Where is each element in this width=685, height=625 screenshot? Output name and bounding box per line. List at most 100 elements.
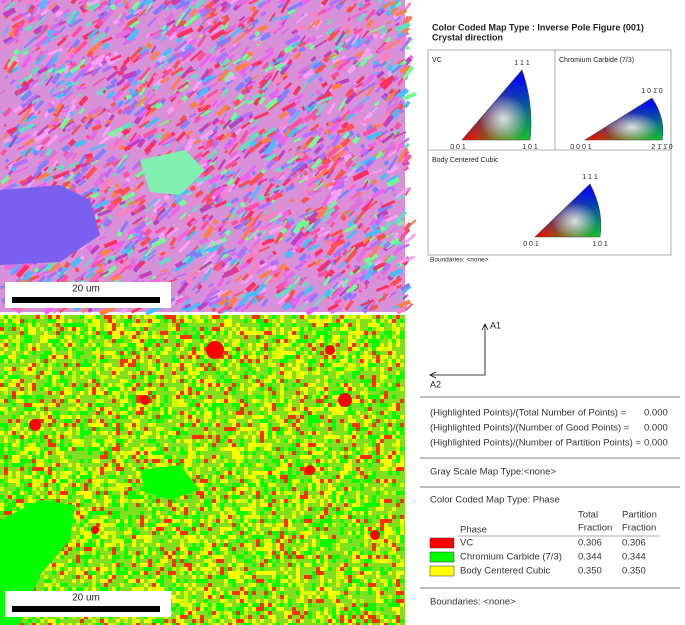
grain [347, 198, 363, 214]
grain [218, 57, 231, 68]
pixel [316, 559, 320, 563]
pixel [96, 539, 100, 543]
grain [262, 210, 268, 216]
pixel [376, 547, 380, 551]
pixel [208, 407, 212, 411]
pixel [224, 539, 228, 543]
pixel [360, 467, 364, 471]
pixel [136, 479, 140, 483]
grain [31, 125, 37, 129]
grain [322, 170, 330, 177]
grain [98, 133, 115, 145]
grain [257, 24, 268, 33]
pixel [244, 499, 248, 503]
pixel [92, 375, 96, 379]
grain [120, 198, 134, 209]
pixel [208, 467, 212, 471]
pixel [384, 551, 388, 555]
pixel [168, 315, 172, 319]
grain [257, 178, 268, 184]
grain [87, 158, 94, 165]
grain [185, 225, 197, 239]
grain [400, 137, 410, 146]
pixel [364, 479, 368, 483]
pixel [388, 363, 392, 367]
pixel [140, 351, 144, 355]
pixel [88, 363, 92, 367]
pixel [144, 503, 148, 507]
pixel [340, 371, 344, 375]
grain [191, 281, 202, 291]
grain [340, 106, 345, 112]
pixel [0, 355, 4, 359]
pixel [280, 455, 284, 459]
pixel [208, 435, 212, 439]
grain [143, 141, 156, 154]
pixel [248, 503, 252, 507]
pixel [316, 395, 320, 399]
pixel [96, 543, 100, 547]
grain [338, 285, 351, 297]
grain [127, 60, 135, 67]
pixel [132, 587, 136, 591]
grain [387, 155, 399, 171]
pixel [232, 575, 236, 579]
pixel [184, 343, 188, 347]
grain [390, 186, 396, 192]
grain [392, 231, 400, 239]
grain [297, 74, 303, 80]
grain [65, 81, 80, 88]
grain [176, 70, 183, 77]
grain [96, 247, 105, 256]
grain [273, 170, 282, 181]
grain [94, 173, 105, 187]
pixel [312, 591, 316, 595]
grain [177, 18, 187, 27]
grain [399, 36, 412, 53]
pixel [372, 419, 376, 423]
grain [218, 40, 233, 52]
grain [284, 289, 296, 304]
grain [231, 198, 240, 204]
grain [117, 207, 133, 218]
pixel [396, 407, 400, 411]
pixel [32, 487, 36, 491]
grain [145, 202, 157, 213]
pixel [276, 547, 280, 551]
grain [220, 87, 229, 98]
grain [348, 275, 359, 288]
grain [400, 282, 411, 292]
grain [68, 161, 80, 169]
pixel [260, 323, 264, 327]
pixel [372, 543, 376, 547]
grain [351, 200, 364, 212]
grain [325, 192, 342, 206]
pixel [196, 539, 200, 543]
pixel [124, 531, 128, 535]
pixel [0, 511, 4, 515]
pixel [320, 507, 324, 511]
pixel [252, 315, 256, 319]
pixel [36, 403, 40, 407]
pixel [228, 567, 232, 571]
pixel [76, 447, 80, 451]
grain [388, 88, 394, 95]
grain [396, 262, 401, 267]
pixel [172, 559, 176, 563]
pixel [124, 359, 128, 363]
pixel [0, 331, 4, 335]
grain [180, 46, 197, 60]
grain [396, 143, 403, 152]
pixel [224, 535, 228, 539]
grain [367, 200, 378, 209]
grain [317, 98, 324, 105]
pixel [84, 483, 88, 487]
pixel [388, 551, 392, 555]
grain [202, 137, 217, 144]
pixel [308, 495, 312, 499]
pixel [392, 431, 396, 435]
pixel [300, 499, 304, 503]
grain [193, 10, 200, 16]
grain [308, 217, 318, 226]
grain [221, 217, 229, 223]
